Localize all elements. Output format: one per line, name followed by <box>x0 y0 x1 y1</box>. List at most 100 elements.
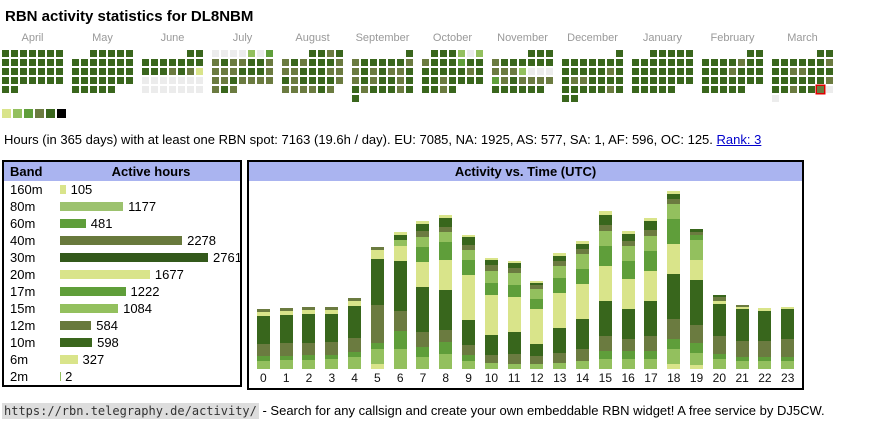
day-cell <box>799 59 806 66</box>
day-cell <box>212 59 219 66</box>
day-cell <box>476 50 483 57</box>
day-cell <box>546 68 553 75</box>
heatmap-legend <box>2 109 870 118</box>
day-cell <box>668 59 675 66</box>
day-cell <box>187 77 194 84</box>
band-bar <box>60 355 78 364</box>
day-cell <box>397 77 404 84</box>
bar-segment <box>348 357 361 369</box>
bar-segment <box>667 244 680 274</box>
bar-segment <box>530 344 543 356</box>
hour-column <box>275 185 298 369</box>
rank-link[interactable]: Rank: 3 <box>717 132 762 147</box>
band-bar <box>60 321 91 330</box>
day-cell <box>11 50 18 57</box>
bar-segment <box>781 361 794 369</box>
band-hours-value: 105 <box>71 182 93 197</box>
day-cell <box>370 86 377 93</box>
day-cell <box>20 50 27 57</box>
hour-label: 0 <box>252 371 275 385</box>
day-cell <box>352 77 359 84</box>
day-cell <box>826 50 833 57</box>
day-cell <box>668 68 675 75</box>
day-cell <box>772 68 779 75</box>
empty-cell <box>422 50 429 57</box>
day-cell <box>790 68 797 75</box>
day-cell <box>318 86 325 93</box>
hour-bar <box>713 295 726 369</box>
day-cell <box>47 77 54 84</box>
day-cell <box>720 68 727 75</box>
empty-cell <box>492 50 499 57</box>
hour-bar <box>553 253 566 369</box>
hour-label: 1 <box>275 371 298 385</box>
day-cell <box>519 59 526 66</box>
bar-segment <box>622 359 635 369</box>
day-cell <box>388 59 395 66</box>
bar-segment <box>280 315 293 343</box>
day-cell <box>431 68 438 75</box>
month-label: December <box>562 32 623 47</box>
day-cell <box>440 86 447 93</box>
day-cell <box>300 86 307 93</box>
month-label: March <box>772 32 833 47</box>
day-cell <box>361 86 368 93</box>
hour-bar <box>462 235 475 369</box>
bar-segment <box>302 360 315 369</box>
bar-segment <box>485 363 498 369</box>
day-cell <box>291 86 298 93</box>
day-cell <box>747 50 754 57</box>
hour-label: 23 <box>776 371 799 385</box>
band-label: 2m <box>10 369 60 384</box>
day-cell <box>196 68 203 75</box>
page-title: RBN activity statistics for DL8NBM <box>5 8 870 25</box>
bar-segment <box>280 343 293 356</box>
month-block: November <box>492 32 553 102</box>
stats-line: Hours (in 365 days) with at least one RB… <box>4 132 870 147</box>
hour-bar <box>622 231 635 369</box>
day-cell <box>528 59 535 66</box>
day-cell <box>580 59 587 66</box>
day-cell <box>720 59 727 66</box>
hour-bar <box>302 307 315 369</box>
day-cell <box>160 86 167 93</box>
band-hours-value: 2278 <box>187 233 216 248</box>
day-cell <box>117 68 124 75</box>
bar-segment <box>758 341 771 357</box>
day-cell <box>781 86 788 93</box>
bar-segment <box>576 269 589 284</box>
bar-segment <box>302 314 315 343</box>
bar-segment <box>667 204 680 219</box>
hour-column <box>548 185 571 369</box>
bar-segment <box>530 309 543 344</box>
bar-segment <box>599 359 612 369</box>
day-cell <box>291 77 298 84</box>
day-cell <box>370 68 377 75</box>
day-cell <box>239 68 246 75</box>
day-cell <box>677 77 684 84</box>
day-cell <box>440 50 447 57</box>
day-cell <box>677 68 684 75</box>
widget-url[interactable]: https://rbn.telegraphy.de/activity/ <box>2 403 259 419</box>
day-cell <box>449 59 456 66</box>
bar-segment <box>622 261 635 279</box>
active-hours-column-header: Active hours <box>62 164 240 179</box>
day-cell <box>2 68 9 75</box>
bar-segment <box>371 250 384 259</box>
bar-segment <box>485 295 498 335</box>
band-hours-value: 584 <box>96 318 118 333</box>
day-cell <box>397 86 404 93</box>
day-cell <box>537 50 544 57</box>
hour-label: 9 <box>457 371 480 385</box>
day-cell <box>257 59 264 66</box>
day-cell <box>47 59 54 66</box>
empty-cell <box>81 50 88 57</box>
day-cell <box>492 59 499 66</box>
day-cell <box>196 59 203 66</box>
day-cell <box>772 86 779 93</box>
day-cell <box>160 59 167 66</box>
empty-cell <box>510 50 517 57</box>
